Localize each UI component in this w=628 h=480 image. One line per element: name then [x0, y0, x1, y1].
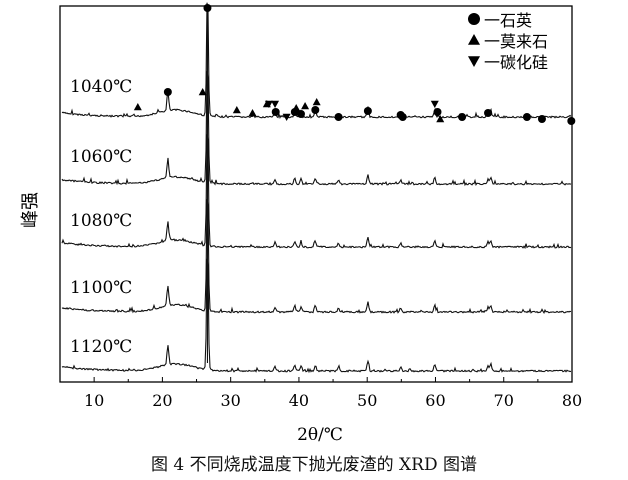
x-tick-label: 60 — [425, 391, 445, 410]
x-axis-label: 2θ/℃ — [297, 425, 343, 445]
x-tick-label: 20 — [152, 391, 172, 410]
phase-marker-circle — [363, 107, 372, 115]
phase-marker-circle — [296, 110, 305, 118]
phase-marker-circle — [522, 113, 531, 121]
legend-marker-triangle-down — [468, 56, 480, 67]
series-label: 1080℃ — [70, 211, 132, 231]
series-line — [61, 71, 572, 187]
phase-marker-triangle-up — [133, 103, 142, 111]
series-line — [61, 134, 572, 250]
series-line — [61, 258, 572, 374]
phase-marker-triangle-up — [198, 88, 207, 96]
phase-marker-triangle-down — [282, 113, 291, 121]
phase-marker-triangle-up — [232, 106, 241, 114]
x-tick-label: 80 — [562, 391, 582, 410]
phase-marker-triangle-up — [301, 102, 310, 110]
x-tick-label: 40 — [289, 391, 309, 410]
phase-marker-circle — [567, 117, 576, 125]
legend-label: 一莫来石 — [484, 32, 548, 51]
phase-marker-circle — [311, 106, 320, 114]
series-label: 1120℃ — [70, 337, 132, 357]
phase-marker-triangle-down — [264, 100, 273, 108]
figure-caption: 图 4 不同烧成温度下抛光废渣的 XRD 图谱 — [151, 455, 477, 475]
series-label: 1100℃ — [70, 278, 132, 298]
series-labels: 1040℃ 1060℃ 1080℃ 1100℃ 1120℃ — [70, 77, 132, 357]
series-line — [61, 199, 572, 315]
series-label: 1060℃ — [70, 147, 132, 167]
y-axis-label: 峰强 — [20, 192, 41, 228]
x-tick-label: 30 — [220, 391, 240, 410]
phase-marker-circle — [537, 115, 546, 123]
phase-marker-triangle-up — [248, 109, 257, 117]
plot-frame — [59, 5, 573, 383]
phase-marker-triangle-down — [430, 100, 439, 108]
legend-marker-triangle-up — [468, 34, 480, 45]
phase-marker-circle — [203, 4, 212, 12]
x-axis-ticks: 10 20 30 40 50 60 70 80 — [59, 377, 582, 410]
phase-marker-triangle-up — [436, 115, 445, 123]
series-label: 1040℃ — [70, 77, 132, 97]
phase-marker-circle — [398, 113, 407, 121]
phase-marker-circle — [163, 88, 172, 96]
x-tick-label: 50 — [357, 391, 377, 410]
legend-label: 一石英 — [484, 11, 532, 30]
phase-markers — [133, 4, 576, 125]
legend-marker-circle — [468, 13, 480, 25]
phase-marker-circle — [334, 113, 343, 121]
phase-marker-triangle-up — [312, 98, 321, 106]
x-tick-label: 10 — [84, 391, 104, 410]
legend-label: 一碳化硅 — [484, 53, 548, 72]
x-tick-label: 70 — [494, 391, 514, 410]
phase-marker-circle — [433, 108, 442, 116]
phase-marker-circle — [458, 113, 467, 121]
phase-marker-circle — [484, 109, 493, 117]
phase-marker-triangle-up — [292, 104, 301, 112]
phase-marker-circle — [271, 108, 280, 116]
phase-marker-triangle-down — [271, 100, 280, 108]
